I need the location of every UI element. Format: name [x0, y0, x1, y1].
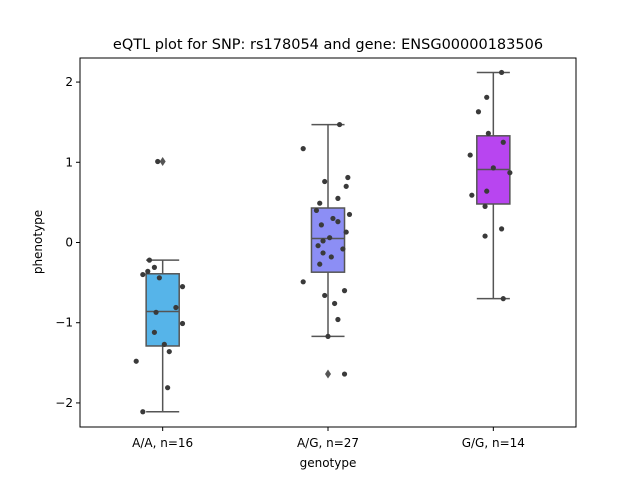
chart-title: eQTL plot for SNP: rs178054 and gene: EN… — [113, 37, 543, 53]
data-point — [325, 333, 331, 339]
data-point — [140, 271, 146, 278]
data-point — [151, 329, 157, 335]
data-point — [300, 146, 306, 152]
data-point — [330, 215, 336, 222]
data-point — [484, 188, 490, 194]
outlier-marker — [159, 156, 166, 166]
data-point — [340, 246, 346, 252]
data-point — [156, 275, 162, 281]
x-tick-label: A/G, n=27 — [297, 436, 359, 450]
x-tick-label: A/A, n=16 — [132, 436, 193, 450]
data-point — [151, 264, 157, 270]
data-point — [320, 250, 326, 256]
data-point — [499, 69, 505, 76]
data-point — [146, 257, 153, 263]
data-point — [475, 109, 482, 115]
data-point — [482, 203, 488, 210]
data-point — [343, 229, 349, 235]
x-tick-label: G/G, n=14 — [462, 436, 525, 450]
data-point — [500, 296, 506, 302]
data-point — [179, 284, 186, 290]
data-point — [161, 341, 167, 347]
box-iqr — [310, 207, 346, 273]
data-point — [485, 130, 491, 137]
data-point — [300, 279, 306, 285]
data-point — [165, 385, 171, 391]
data-point — [317, 261, 323, 267]
data-point — [318, 222, 324, 228]
data-point — [140, 409, 146, 415]
data-point — [313, 207, 320, 214]
data-point — [322, 292, 328, 299]
x-axis-label: genotype — [300, 456, 357, 470]
data-point — [173, 304, 179, 311]
data-point — [482, 233, 488, 239]
data-point — [500, 139, 506, 145]
y-tick-label: −2 — [55, 396, 73, 410]
data-point — [322, 178, 328, 185]
y-tick-label: −1 — [55, 316, 73, 330]
data-point — [155, 158, 161, 165]
data-point — [336, 121, 343, 128]
data-point — [484, 94, 490, 100]
y-tick-label: 2 — [65, 75, 73, 89]
y-tick-label: 0 — [65, 236, 73, 250]
data-point — [507, 170, 513, 176]
data-point — [166, 348, 172, 355]
data-point — [179, 320, 186, 327]
data-point — [133, 358, 139, 364]
data-point — [499, 226, 505, 232]
data-point — [467, 152, 473, 158]
y-axis-label: phenotype — [31, 210, 45, 274]
data-point — [335, 219, 341, 225]
data-point — [341, 371, 348, 377]
data-point — [469, 192, 475, 198]
y-tick-label: 1 — [65, 155, 73, 169]
data-point — [327, 235, 333, 241]
data-point — [490, 165, 496, 171]
data-point — [145, 268, 151, 274]
data-point — [345, 174, 351, 181]
data-point — [341, 288, 348, 294]
data-point — [335, 195, 341, 201]
outlier-marker — [325, 369, 331, 379]
plot-area — [133, 69, 513, 415]
box-iqr — [145, 273, 180, 347]
data-point — [328, 254, 334, 260]
data-point — [335, 316, 341, 323]
data-point — [153, 309, 159, 315]
data-point — [346, 211, 353, 218]
data-point — [343, 183, 349, 189]
data-point — [317, 200, 323, 206]
data-point — [320, 238, 326, 244]
data-point — [332, 300, 338, 307]
data-point — [315, 243, 321, 249]
